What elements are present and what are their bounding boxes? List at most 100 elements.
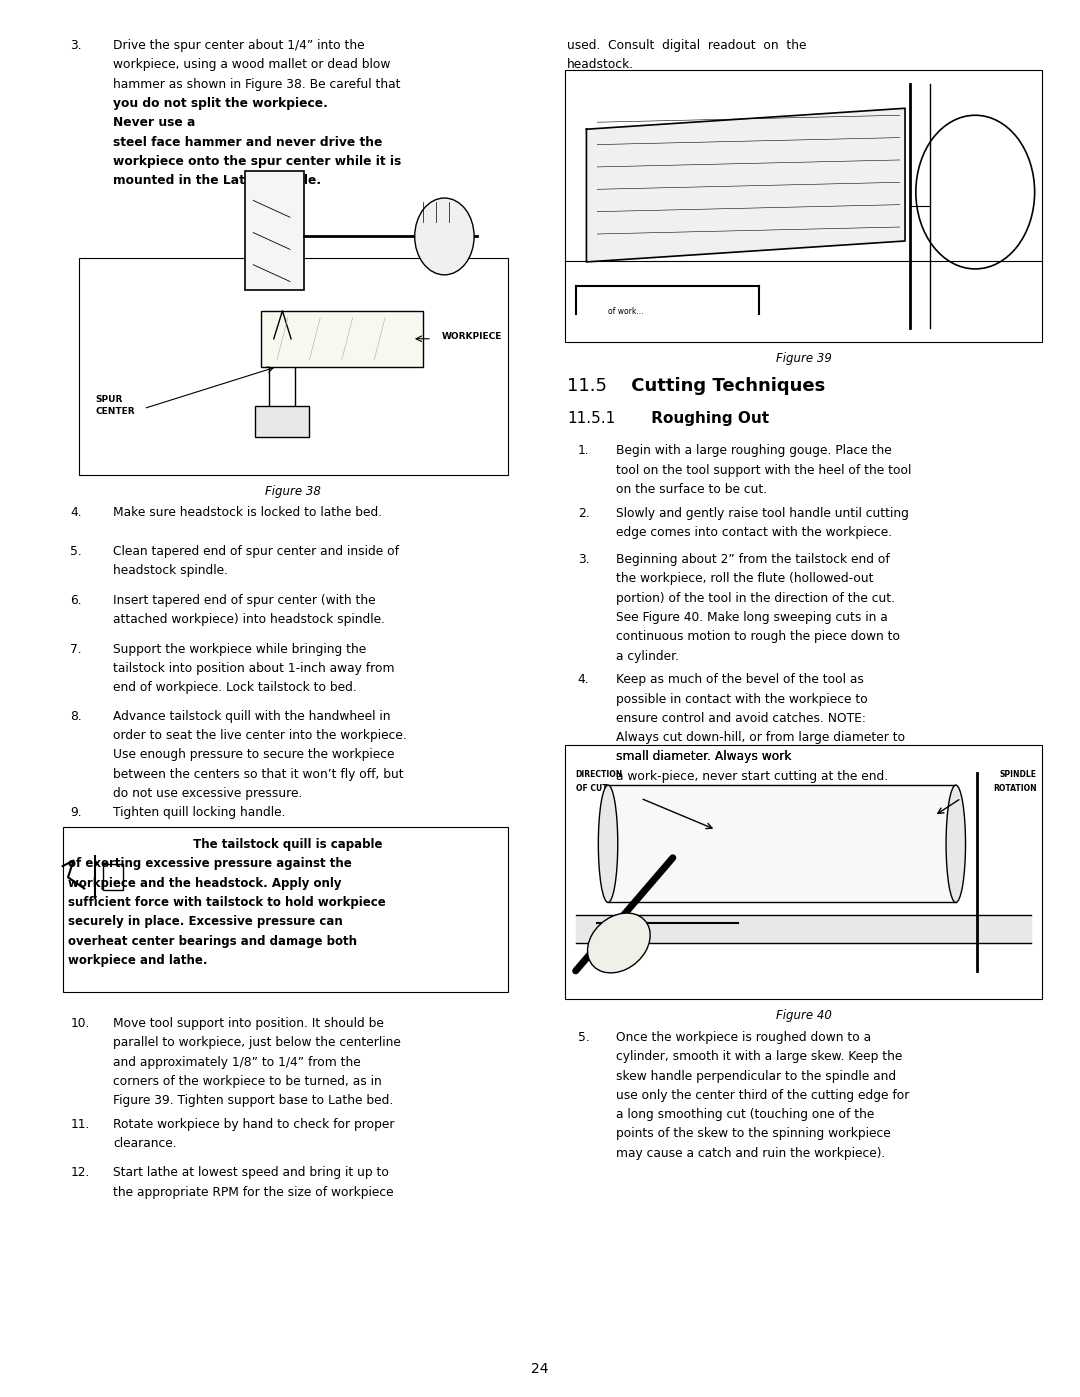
Ellipse shape xyxy=(588,914,650,972)
Text: do not use excessive pressure.: do not use excessive pressure. xyxy=(113,787,302,800)
Text: attached workpiece) into headstock spindle.: attached workpiece) into headstock spind… xyxy=(113,613,386,626)
Text: headstock.: headstock. xyxy=(567,59,634,71)
Text: Beginning about 2” from the tailstock end of: Beginning about 2” from the tailstock en… xyxy=(616,553,889,566)
Text: securely in place. Excessive pressure can: securely in place. Excessive pressure ca… xyxy=(68,915,342,929)
Text: a cylinder.: a cylinder. xyxy=(616,650,678,662)
Text: ensure control and avoid catches. NOTE:: ensure control and avoid catches. NOTE: xyxy=(616,712,865,725)
Text: 2.: 2. xyxy=(578,507,590,520)
Ellipse shape xyxy=(946,785,966,902)
Text: Figure 39: Figure 39 xyxy=(775,352,832,365)
Text: headstock spindle.: headstock spindle. xyxy=(113,564,228,577)
Bar xyxy=(79,258,508,475)
Text: 5.: 5. xyxy=(70,545,82,557)
Text: Keep as much of the bevel of the tool as: Keep as much of the bevel of the tool as xyxy=(616,673,864,686)
Text: 4.: 4. xyxy=(70,506,82,518)
Text: you do not split the workpiece.: you do not split the workpiece. xyxy=(113,96,333,110)
Text: 3.: 3. xyxy=(70,39,82,52)
Text: corners of the workpiece to be turned, as in: corners of the workpiece to be turned, a… xyxy=(113,1074,382,1088)
Text: Always cut down-hill, or from large diameter to: Always cut down-hill, or from large diam… xyxy=(616,731,905,745)
Text: tool on the tool support with the heel of the tool: tool on the tool support with the heel o… xyxy=(616,464,910,476)
Text: order to seat the live center into the workpiece.: order to seat the live center into the w… xyxy=(113,729,407,742)
Text: 11.5: 11.5 xyxy=(567,377,607,395)
Text: a long smoothing cut (touching one of the: a long smoothing cut (touching one of th… xyxy=(616,1108,874,1122)
Text: workpiece onto the spur center while it is: workpiece onto the spur center while it … xyxy=(113,155,402,168)
Polygon shape xyxy=(586,109,905,263)
Text: OF CUT: OF CUT xyxy=(576,784,607,793)
Text: possible in contact with the workpiece to: possible in contact with the workpiece t… xyxy=(616,693,867,705)
Text: 7.: 7. xyxy=(70,643,82,655)
Text: 3.: 3. xyxy=(578,553,590,566)
Text: Support the workpiece while bringing the: Support the workpiece while bringing the xyxy=(113,643,366,655)
Text: Clean tapered end of spur center and inside of: Clean tapered end of spur center and ins… xyxy=(113,545,400,557)
Text: the workpiece, roll the flute (hollowed-out: the workpiece, roll the flute (hollowed-… xyxy=(616,573,873,585)
Text: portion) of the tool in the direction of the cut.: portion) of the tool in the direction of… xyxy=(616,592,894,605)
Bar xyxy=(63,827,508,992)
Text: DIRECTION: DIRECTION xyxy=(576,770,623,778)
Bar xyxy=(565,70,1042,342)
Text: of work...: of work... xyxy=(608,307,644,316)
Text: may cause a catch and ruin the workpiece).: may cause a catch and ruin the workpiece… xyxy=(616,1147,885,1160)
Bar xyxy=(260,310,422,366)
Text: small diameter. Always work: small diameter. Always work xyxy=(616,750,795,764)
Text: Make sure headstock is locked to lathe bed.: Make sure headstock is locked to lathe b… xyxy=(113,506,382,518)
Text: 8.: 8. xyxy=(70,710,82,722)
Text: clearance.: clearance. xyxy=(113,1137,177,1150)
Text: Cutting Techniques: Cutting Techniques xyxy=(625,377,825,395)
Text: on the surface to be cut.: on the surface to be cut. xyxy=(616,483,767,496)
Text: 10.: 10. xyxy=(70,1017,90,1030)
Text: 11.5.1: 11.5.1 xyxy=(567,411,616,426)
Text: See Figure 40. Make long sweeping cuts in a: See Figure 40. Make long sweeping cuts i… xyxy=(616,610,888,624)
Text: between the centers so that it won’t fly off, but: between the centers so that it won’t fly… xyxy=(113,767,404,781)
Text: tailstock into position about 1-inch away from: tailstock into position about 1-inch awa… xyxy=(113,662,395,675)
Text: Advance tailstock quill with the handwheel in: Advance tailstock quill with the handwhe… xyxy=(113,710,391,722)
Text: parallel to workpiece, just below the centerline: parallel to workpiece, just below the ce… xyxy=(113,1037,402,1049)
Text: Figure 40: Figure 40 xyxy=(775,1009,832,1021)
Text: Tighten quill locking handle.: Tighten quill locking handle. xyxy=(113,806,286,819)
Bar xyxy=(565,745,1042,999)
Text: a work-piece, never start cutting at the end.: a work-piece, never start cutting at the… xyxy=(616,770,888,782)
Text: 4.: 4. xyxy=(578,673,590,686)
Text: SPUR: SPUR xyxy=(95,394,122,404)
Bar xyxy=(244,170,305,289)
Text: Begin with a large roughing gouge. Place the: Begin with a large roughing gouge. Place… xyxy=(616,444,891,457)
Text: workpiece, using a wood mallet or dead blow: workpiece, using a wood mallet or dead b… xyxy=(113,59,391,71)
Text: small diameter. Always work: small diameter. Always work xyxy=(616,750,795,764)
Text: The tailstock quill is capable: The tailstock quill is capable xyxy=(189,838,382,851)
Text: SPINDLE: SPINDLE xyxy=(1000,770,1037,778)
Text: mounted in the Lathe spindle.: mounted in the Lathe spindle. xyxy=(113,175,322,187)
Text: steel face hammer and never drive the: steel face hammer and never drive the xyxy=(113,136,382,148)
Text: and approximately 1/8” to 1/4” from the: and approximately 1/8” to 1/4” from the xyxy=(113,1056,361,1069)
Text: 1.: 1. xyxy=(578,444,590,457)
Text: ROTATION: ROTATION xyxy=(994,784,1037,793)
Text: workpiece and lathe.: workpiece and lathe. xyxy=(68,954,207,967)
Text: 6.: 6. xyxy=(70,594,82,606)
Bar xyxy=(269,338,295,408)
Text: used.  Consult  digital  readout  on  the: used. Consult digital readout on the xyxy=(567,39,807,52)
Text: cylinder, smooth it with a large skew. Keep the: cylinder, smooth it with a large skew. K… xyxy=(616,1051,902,1063)
Text: Figure 38: Figure 38 xyxy=(266,485,321,497)
Text: Rotate workpiece by hand to check for proper: Rotate workpiece by hand to check for pr… xyxy=(113,1118,395,1130)
Text: WORKPIECE: WORKPIECE xyxy=(442,331,502,341)
Bar xyxy=(255,405,309,436)
Text: the appropriate RPM for the size of workpiece: the appropriate RPM for the size of work… xyxy=(113,1186,394,1199)
Text: edge comes into contact with the workpiece.: edge comes into contact with the workpie… xyxy=(616,527,892,539)
Text: 5.: 5. xyxy=(578,1031,590,1044)
Text: Start lathe at lowest speed and bring it up to: Start lathe at lowest speed and bring it… xyxy=(113,1166,389,1179)
Text: Move tool support into position. It should be: Move tool support into position. It shou… xyxy=(113,1017,384,1030)
Text: continuous motion to rough the piece down to: continuous motion to rough the piece dow… xyxy=(616,630,900,644)
Text: Slowly and gently raise tool handle until cutting: Slowly and gently raise tool handle unti… xyxy=(616,507,908,520)
Text: points of the skew to the spinning workpiece: points of the skew to the spinning workp… xyxy=(616,1127,890,1140)
Ellipse shape xyxy=(598,785,618,902)
Text: CENTER: CENTER xyxy=(95,407,135,416)
Text: Insert tapered end of spur center (with the: Insert tapered end of spur center (with … xyxy=(113,594,376,606)
Text: Never use a: Never use a xyxy=(113,116,195,130)
Text: 11.: 11. xyxy=(70,1118,90,1130)
Text: Once the workpiece is roughed down to a: Once the workpiece is roughed down to a xyxy=(616,1031,870,1044)
Text: 9.: 9. xyxy=(70,806,82,819)
Text: Use enough pressure to secure the workpiece: Use enough pressure to secure the workpi… xyxy=(113,749,395,761)
Text: Figure 39. Tighten support base to Lathe bed.: Figure 39. Tighten support base to Lathe… xyxy=(113,1094,393,1108)
Text: of exerting excessive pressure against the: of exerting excessive pressure against t… xyxy=(68,858,352,870)
Text: workpiece and the headstock. Apply only: workpiece and the headstock. Apply only xyxy=(68,877,341,890)
Text: 12.: 12. xyxy=(70,1166,90,1179)
Text: Drive the spur center about 1/4” into the: Drive the spur center about 1/4” into th… xyxy=(113,39,365,52)
